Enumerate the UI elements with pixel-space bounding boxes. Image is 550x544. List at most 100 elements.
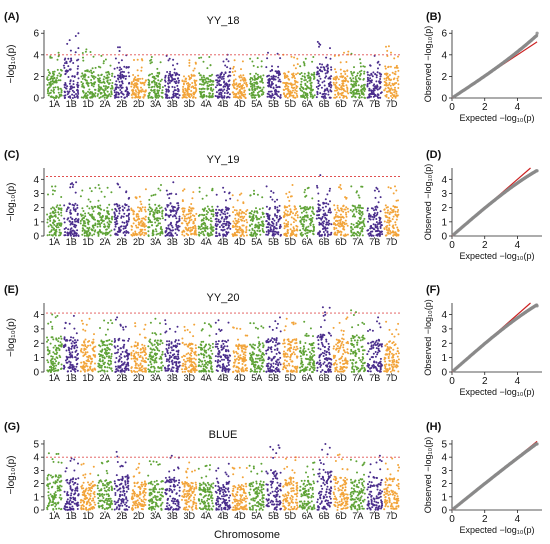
snp-point — [363, 90, 366, 92]
snp-point — [336, 89, 339, 91]
snp-point — [113, 91, 116, 94]
snp-point — [223, 95, 226, 98]
snp-point — [147, 208, 150, 211]
snp-point — [93, 88, 96, 91]
snp-point — [338, 231, 341, 234]
snp-point — [170, 96, 173, 99]
snp-point — [312, 230, 314, 233]
snp-point — [63, 66, 66, 69]
snp-point — [116, 182, 119, 185]
snp-point — [125, 214, 128, 217]
snp-point — [106, 74, 109, 77]
snp-point — [397, 69, 400, 72]
snp-point — [165, 189, 168, 192]
snp-point — [250, 210, 253, 213]
snp-point — [283, 227, 286, 230]
snp-point — [100, 350, 103, 353]
snp-point — [188, 78, 191, 81]
snp-point — [284, 209, 287, 212]
snp-point — [394, 223, 397, 226]
snp-point — [218, 92, 221, 95]
snp-point — [85, 92, 88, 95]
snp-point — [126, 209, 129, 212]
snp-point — [366, 209, 369, 212]
snp-point — [242, 201, 245, 204]
snp-point — [73, 208, 75, 211]
snp-point — [68, 351, 71, 354]
snp-point — [57, 226, 60, 229]
snp-point — [47, 339, 50, 341]
snp-point — [55, 81, 58, 84]
snp-point — [74, 339, 76, 342]
snp-point — [248, 215, 251, 218]
snp-point — [132, 93, 135, 96]
snp-point — [286, 82, 289, 85]
snp-point — [152, 213, 155, 216]
snp-point — [318, 221, 321, 224]
snp-point — [319, 174, 322, 177]
snp-point — [110, 191, 113, 194]
snp-point — [369, 232, 372, 235]
snp-point — [254, 226, 256, 229]
snp-point — [124, 226, 127, 229]
manhattan-title: YY_19 — [206, 154, 239, 166]
snp-point — [243, 89, 246, 92]
snp-point — [232, 96, 235, 99]
snp-point — [225, 199, 227, 202]
snp-point — [46, 213, 49, 216]
snp-point — [357, 84, 360, 87]
snp-point — [261, 77, 264, 80]
qq-y-tick-label: 2 — [441, 203, 447, 214]
snp-point — [165, 54, 168, 57]
snp-point — [151, 234, 154, 237]
snp-point — [91, 82, 94, 85]
snp-point — [110, 93, 113, 96]
snp-point — [51, 96, 53, 99]
snp-point — [308, 79, 311, 82]
snp-point — [161, 86, 164, 89]
snp-point — [75, 365, 78, 368]
snp-point — [165, 89, 168, 92]
snp-point — [211, 187, 214, 190]
snp-point — [124, 77, 127, 80]
snp-point — [275, 216, 278, 219]
snp-point — [63, 90, 66, 93]
snp-point — [352, 85, 355, 88]
snp-point — [355, 191, 358, 194]
snp-point — [335, 227, 338, 230]
snp-point — [69, 212, 72, 215]
snp-point — [272, 228, 275, 231]
snp-point — [269, 196, 272, 198]
chromosome-label: 6B — [319, 237, 330, 247]
snp-point — [296, 214, 299, 217]
snp-point — [267, 78, 270, 81]
snp-point — [84, 74, 87, 77]
snp-point — [207, 80, 210, 83]
snp-point — [80, 75, 83, 78]
snp-point — [51, 336, 54, 339]
snp-point — [60, 91, 63, 93]
snp-point — [209, 220, 212, 222]
snp-point — [325, 218, 328, 221]
snp-point — [172, 210, 175, 213]
snp-point — [99, 208, 102, 211]
snp-point — [290, 223, 293, 226]
snp-point — [276, 198, 279, 201]
snp-point — [397, 234, 400, 237]
snp-point — [193, 233, 196, 236]
snp-point — [51, 75, 54, 78]
snp-point — [158, 95, 161, 98]
snp-point — [49, 223, 52, 226]
snp-point — [119, 72, 122, 75]
snp-point — [72, 366, 75, 368]
snp-point — [215, 193, 218, 196]
snp-point — [206, 232, 209, 235]
snp-point — [219, 84, 222, 87]
snp-point — [309, 77, 312, 80]
snp-point — [89, 96, 92, 99]
snp-point — [228, 74, 230, 77]
y-tick-label: 0 — [33, 94, 39, 105]
snp-point — [237, 213, 240, 216]
snp-point — [131, 96, 134, 99]
snp-point — [349, 209, 352, 212]
